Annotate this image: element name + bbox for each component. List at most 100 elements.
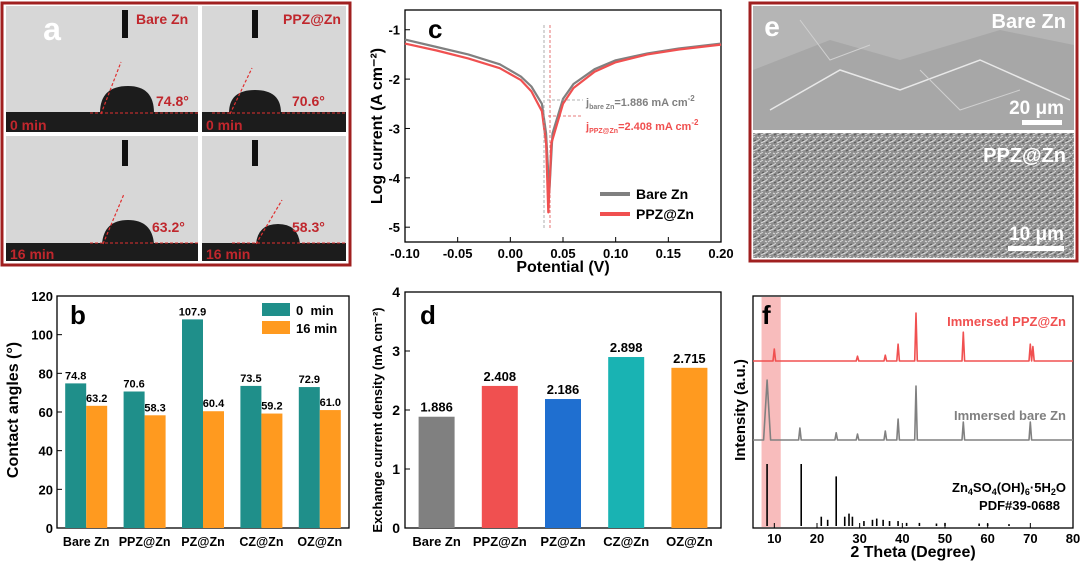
cell-0-angle: 74.8° (156, 93, 189, 109)
b-bar-0-3 (240, 385, 262, 528)
cell-1-label: PPZ@Zn (283, 11, 341, 27)
b-legend-0: 0 min (296, 303, 334, 318)
b-category-1: PPZ@Zn (119, 535, 171, 549)
d-category-2: PZ@Zn (540, 534, 585, 549)
c-series-1 (404, 42, 722, 214)
b-category-0: Bare Zn (63, 535, 110, 549)
cell-3-angle: 58.3° (292, 219, 325, 235)
c-curves (404, 38, 722, 214)
f-xtick-label-3: 40 (895, 531, 909, 546)
e-top-label: Bare Zn (992, 11, 1066, 33)
d-yticks: 0 1 2 3 4 (392, 284, 410, 536)
f-series-2 (766, 464, 1010, 526)
d-bar-3 (608, 357, 645, 528)
b-bars: 74.863.2 70.658.3 107.9 60.4 73.5 59.2 72.961.… (65, 306, 341, 528)
b-bar-1-3 (261, 413, 283, 528)
d-bars: 1.886 2.408 2.186 2.898 2.715 (418, 340, 708, 528)
panel-f: f Intensity (a.u.) 2 Theta (Degree) 10 20… (732, 295, 1080, 561)
cell-0: Bare Zn 74.8° 0 min (6, 6, 198, 133)
f-label-ppz: Immersed PPZ@Zn (947, 314, 1066, 329)
c-legend: Bare Zn PPZ@Zn (600, 186, 694, 222)
b-bar-0-4 (298, 387, 320, 528)
cell-0-label: Bare Zn (136, 11, 188, 27)
b-data-label-0-3: 73.5 (240, 373, 261, 385)
e-bottom-scale: 10 μm (1009, 224, 1064, 245)
cell-1: PPZ@Zn 70.6° 0 min (202, 6, 346, 133)
f-xtick-label-4: 50 (938, 531, 952, 546)
d-data-label-4: 2.715 (673, 351, 706, 366)
b-legend: 0 min 16 min (262, 303, 337, 336)
cell-1-time: 0 min (206, 117, 243, 133)
d-data-label-2: 2.186 (547, 382, 580, 397)
b-ytick-label-3: 60 (39, 405, 53, 420)
c-xtick-label-4: 0.10 (603, 246, 628, 261)
c-yticks: -1 -2 -3 -4 -5 (388, 23, 410, 235)
d-ytick-label-0: 0 (392, 520, 400, 536)
d-data-label-0: 1.886 (420, 400, 453, 415)
c-legend-bare: Bare Zn (636, 186, 688, 202)
d-bar-2 (545, 399, 581, 528)
c-xtick-label-3: 0.05 (550, 246, 575, 261)
d-data-label-3: 2.898 (610, 340, 643, 355)
b-data-label-1-0: 63.2 (86, 393, 107, 405)
cell-1-angle: 70.6° (292, 93, 325, 109)
panel-d-letter: d (420, 300, 436, 330)
c-ytick-label-0: -1 (388, 23, 400, 38)
d-ytick-label-4: 4 (392, 284, 400, 300)
panel-a-letter: a (43, 11, 61, 47)
d-ytick-label-3: 3 (392, 343, 400, 359)
b-legend-1: 16 min (296, 321, 337, 336)
b-data-label-1-2: 60.4 (203, 398, 225, 410)
c-ytick-label-2: -3 (388, 121, 400, 136)
f-xtick-label-1: 20 (810, 531, 824, 546)
c-xtick-label-5: 0.15 (656, 246, 681, 261)
cell-3-time: 16 min (206, 246, 250, 262)
c-xtick-label-0: -0.10 (390, 246, 420, 261)
d-category-1: PPZ@Zn (473, 534, 527, 549)
panel-f-letter: f (762, 300, 771, 330)
b-ytick-label-5: 100 (31, 328, 53, 343)
f-curves (753, 312, 1073, 526)
b-ytick-label-4: 80 (39, 366, 53, 381)
d-categories: Bare Zn PPZ@Zn PZ@Zn CZ@Zn OZ@Zn (412, 534, 712, 549)
f-xtick-label-7: 80 (1066, 531, 1080, 546)
d-ytick-label-2: 2 (392, 402, 400, 418)
panel-e-letter: e (764, 11, 780, 42)
f-highlight-band (761, 297, 781, 527)
f-xtick-label-0: 10 (767, 531, 781, 546)
c-ann-ppz: jPPZ@Zn=2.408 mA cm-2 (585, 118, 699, 135)
b-ytick-label-6: 120 (31, 289, 53, 304)
d-bar-0 (418, 416, 455, 528)
b-legend-swatch-0 (262, 303, 290, 316)
b-data-label-1-4: 61.0 (320, 397, 341, 409)
d-bar-1 (481, 385, 518, 528)
c-legend-ppz: PPZ@Zn (636, 206, 694, 222)
b-data-label-1-1: 58.3 (144, 402, 165, 414)
b-bar-0-1 (123, 391, 145, 528)
panel-c: c -0.10 -0.05 0.00 0.05 0.10 0.15 0.20 -1-2-3-… (369, 9, 734, 276)
panel-a: Bare Zn 74.8° 0 min PPZ@Zn 70.6° 0 min 6… (0, 1, 352, 267)
f-ref-formula: Zn4SO4(OH)6·5H2O (952, 480, 1066, 497)
f-xtick-label-2: 30 (852, 531, 866, 546)
d-data-label-1: 2.408 (484, 369, 517, 384)
d-category-0: Bare Zn (412, 534, 460, 549)
panel-d: d Exchange current density (mA cm⁻²) 0 1 2… (370, 284, 722, 549)
b-bar-1-2 (203, 411, 224, 528)
c-ytick-label-4: -5 (388, 220, 400, 235)
f-label-bare: Immersed bare Zn (954, 408, 1066, 423)
d-bar-4 (671, 367, 708, 528)
f-xtick-label-6: 70 (1023, 531, 1037, 546)
f-ylabel: Intensity (a.u.) (732, 359, 749, 461)
b-data-label-1-3: 59.2 (261, 401, 282, 413)
b-category-3: CZ@Zn (239, 535, 283, 549)
c-xtick-label-1: -0.05 (443, 246, 473, 261)
f-ref-pdf: PDF#39-0688 (979, 498, 1060, 513)
b-data-label-0-0: 74.8 (65, 370, 86, 382)
b-legend-swatch-1 (262, 321, 290, 334)
c-xtick-label-6: 0.20 (708, 246, 733, 261)
f-xticks: 10 20 30 40 50 60 70 80 (767, 523, 1080, 546)
b-categories: Bare Zn PPZ@Zn PZ@Zn CZ@Zn OZ@Zn (63, 535, 342, 549)
c-ytick-label-1: -2 (388, 72, 400, 87)
cell-2: 63.2° 16 min (6, 136, 198, 262)
panel-b: b Contact angles (°) 0 20 40 60 80 100 120 74.… (5, 289, 350, 549)
